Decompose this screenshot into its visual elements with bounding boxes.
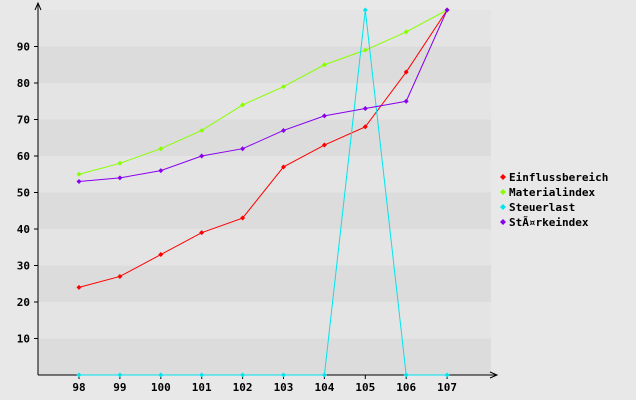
y-tick-label: 20 [17, 296, 30, 309]
data-point [321, 62, 327, 68]
data-point [281, 164, 286, 170]
data-point [76, 372, 82, 378]
series-line [78, 9, 448, 175]
data-point [199, 127, 205, 133]
x-tick-label: 100 [151, 381, 171, 394]
data-point [117, 372, 123, 378]
y-tick-label: 50 [17, 187, 30, 200]
legend-marker [500, 189, 506, 195]
data-point [444, 7, 450, 13]
series-line [78, 9, 448, 183]
data-point [403, 69, 409, 75]
data-point [199, 230, 205, 236]
y-tick-label: 60 [17, 150, 30, 163]
y-tick-label: 70 [17, 114, 30, 127]
x-tick-label: 101 [192, 381, 212, 394]
data-point [281, 127, 286, 133]
data-point [117, 160, 123, 166]
x-tick-label: 98 [72, 381, 85, 394]
data-point [403, 98, 409, 104]
data-point [240, 215, 246, 221]
x-tick-label: 105 [355, 381, 375, 394]
data-point [444, 372, 450, 378]
x-tick-label: 99 [113, 381, 126, 394]
series-line [78, 9, 448, 288]
legend: Einflussbereich Materialindex Steuerlast St… [500, 171, 608, 229]
grid-band [38, 46, 491, 83]
data-point [158, 372, 164, 378]
legend-item: StÃ¤rkeindex [500, 216, 589, 229]
data-point [321, 372, 327, 378]
grid-band [38, 302, 491, 339]
series-2 [76, 7, 450, 378]
data-point [403, 29, 409, 35]
y-tick-label: 30 [17, 260, 30, 273]
legend-label: StÃ¤rkeindex [509, 216, 589, 229]
legend-label: Einflussbereich [509, 171, 608, 184]
series-line [79, 9, 448, 376]
data-point [362, 7, 368, 13]
data-point [321, 142, 327, 148]
data-point [76, 179, 82, 185]
data-point [362, 47, 368, 53]
legend-label: Steuerlast [509, 201, 575, 214]
legend-marker [500, 174, 506, 180]
legend-item: Einflussbereich [500, 171, 608, 184]
data-point [281, 84, 286, 90]
x-tick-label: 104 [314, 381, 334, 394]
data-point [281, 372, 286, 378]
x-tick-label: 103 [274, 381, 294, 394]
plot-background-bands [38, 10, 491, 375]
y-axis-arrow [34, 1, 42, 11]
series-3 [76, 7, 450, 185]
grid-band [38, 192, 491, 229]
data-point [158, 252, 164, 258]
grid-band [38, 10, 491, 47]
legend-marker [500, 219, 506, 225]
grid-band [38, 229, 491, 266]
data-point [117, 175, 123, 181]
data-point [117, 273, 123, 279]
grid-band [38, 83, 491, 120]
series-lines [76, 7, 450, 378]
data-point [321, 113, 327, 119]
data-point [199, 153, 205, 159]
y-tick-label: 40 [17, 223, 30, 236]
data-point [240, 372, 246, 378]
data-point [76, 284, 82, 290]
data-point [240, 102, 246, 108]
legend-item: Steuerlast [500, 201, 575, 214]
data-point [158, 146, 164, 152]
data-point [76, 171, 82, 177]
legend-label: Materialindex [509, 186, 595, 199]
grid-band [38, 156, 491, 193]
x-axis-arrow [489, 371, 499, 379]
x-tick-label: 106 [396, 381, 416, 394]
grid-band [38, 119, 491, 156]
data-point [158, 168, 164, 174]
legend-item: Materialindex [500, 186, 595, 199]
x-tick-label: 107 [437, 381, 457, 394]
x-axis-ticks: 98 99 100 101 102 103 104 105 106 107 [72, 375, 457, 394]
data-point [362, 106, 368, 112]
legend-marker [500, 204, 506, 210]
y-tick-label: 10 [17, 333, 30, 346]
data-point [403, 372, 409, 378]
data-point [240, 146, 246, 152]
y-axis-ticks: 10 20 30 40 50 60 70 80 90 [17, 41, 38, 346]
data-point [199, 372, 205, 378]
grid-band [38, 265, 491, 302]
y-tick-label: 80 [17, 77, 30, 90]
x-tick-label: 102 [233, 381, 253, 394]
grid-band [38, 338, 491, 375]
y-tick-label: 90 [17, 41, 30, 54]
data-point [362, 124, 368, 130]
